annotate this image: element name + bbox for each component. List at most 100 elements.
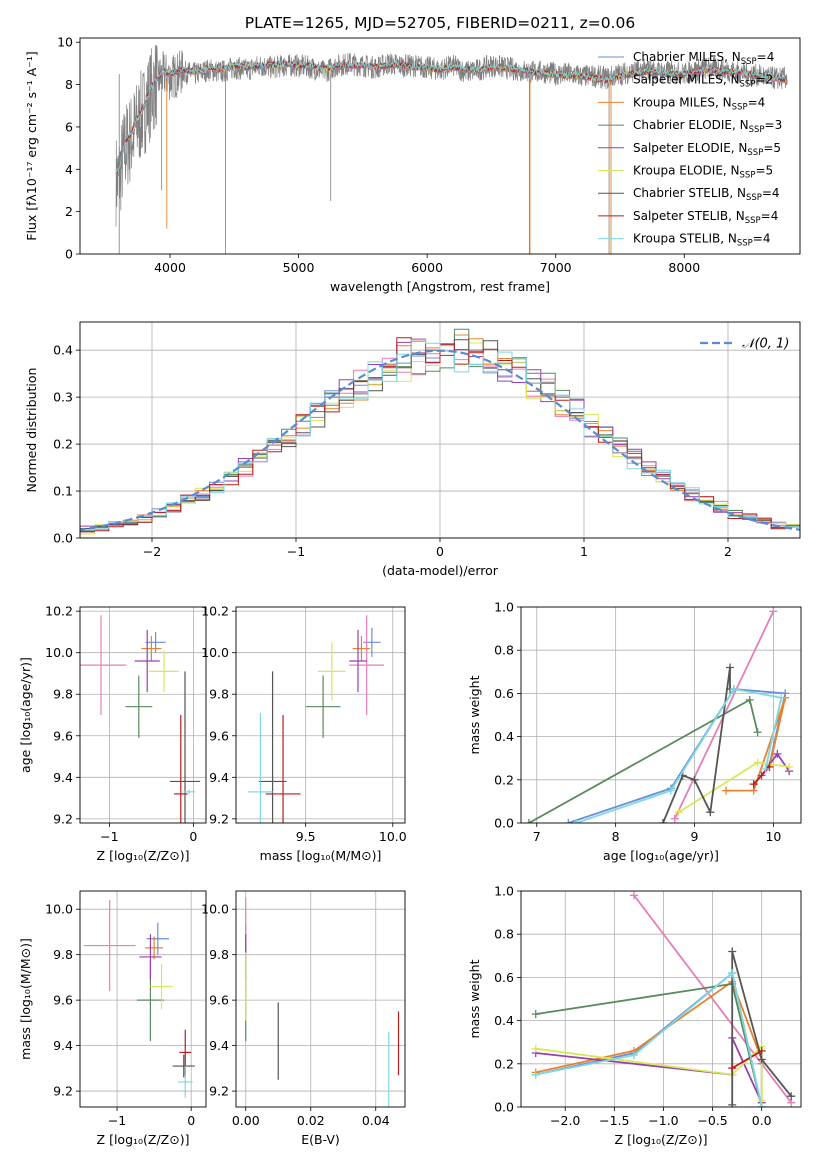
y-tick-label: 0.0 [494, 1100, 514, 1115]
weight-line-6 [535, 1044, 763, 1101]
axes-frame [520, 890, 802, 1108]
axes-mass_vs_Z: −1 0 9.2 9.4 9.6 9.8 10.0 Z [log₁₀(Z/Z⊙)] mass [… [18, 890, 207, 1147]
plot-area [80, 607, 206, 823]
weight-marker [564, 819, 573, 823]
x-tick-label: −1.5 [599, 1113, 629, 1128]
y-tick-label: 10.0 [45, 902, 73, 917]
weight-line-7 [731, 951, 792, 1105]
y-tick-label: 0.3 [53, 390, 73, 405]
errorbar-point-3 [352, 636, 371, 661]
axes-age_vs_mass: 9.5 10.0 9.2 9.4 9.6 9.8 10.0 10.2 mass [log₁₀(M… [201, 604, 407, 863]
x-tick-label: 8 [612, 829, 620, 844]
y-tick-label: 6 [65, 119, 73, 134]
x-tick-label: −1 [100, 829, 118, 844]
model-spectrum-8 [115, 59, 788, 173]
x-tick-label: 0.04 [362, 1113, 390, 1128]
errorbar-point-1 [145, 631, 166, 653]
x-tick-label: 6000 [411, 260, 443, 275]
y-tick-label: 0 [65, 247, 73, 262]
x-tick-label: −2.0 [550, 1113, 580, 1128]
x-tick-label: 9.5 [296, 829, 316, 844]
legend-label: Chabrier MILES, NSSP=4 [633, 50, 774, 67]
weight-marker [777, 693, 786, 702]
legend-label: Kroupa STELIB, NSSP=4 [633, 232, 771, 249]
y-tick-label: 10 [57, 35, 73, 50]
x-tick-label: 10 [765, 829, 781, 844]
errorbar-point-4 [125, 675, 153, 738]
y-tick-label: 0.8 [494, 927, 514, 942]
axes-frame [79, 606, 207, 824]
x-tick-label: 0.0 [752, 1113, 772, 1128]
legend-label: Kroupa ELODIE, NSSP=5 [633, 164, 773, 181]
y-tick-label: 9.6 [53, 728, 73, 743]
y-tick-label: 10.0 [201, 902, 229, 917]
errorbar-point-8 [174, 715, 188, 823]
y-tick-label: 0.0 [53, 531, 73, 546]
errorbar-point-3 [145, 936, 164, 960]
y-tick-label: 0.1 [53, 484, 73, 499]
errorbar-point-6 [317, 642, 346, 701]
axes-frame [79, 890, 207, 1108]
x-tick-label: 9 [691, 829, 699, 844]
y-tick-label: 10.2 [45, 604, 73, 619]
y-tick-label: 10.0 [45, 645, 73, 660]
x-tick-label: 1 [580, 544, 588, 559]
figure-title: PLATE=1265, MJD=52705, FIBERID=0211, z=0… [245, 14, 635, 32]
x-axis-label: Z [log₁₀(Z/Z⊙)] [97, 848, 190, 863]
errorbar-point-4 [305, 675, 341, 738]
axes-mass_vs_ebv: 0.00 0.02 0.04 9.2 9.4 9.6 9.8 10.0 E(B-V) [201, 890, 406, 1147]
axes-frame [235, 890, 406, 1108]
y-axis-label: mass [log₁₀(M/M⊙)] [18, 938, 33, 1060]
weight-marker [629, 1051, 638, 1060]
y-tick-label: 0.6 [494, 970, 514, 985]
model-spectrum-9 [115, 59, 788, 174]
errorbar-point-7 [172, 1054, 195, 1078]
axes-age_vs_Z: −1 0 9.2 9.4 9.6 9.8 10.0 10.2 Z [log₁₀(Z/Z⊙)] ag… [18, 604, 207, 863]
y-tick-label: 0.0 [494, 816, 514, 831]
x-tick-label: 5000 [283, 260, 315, 275]
x-tick-label: −1 [108, 1113, 126, 1128]
legend-label: Salpeter MILES, NSSP=2 [633, 73, 773, 90]
weight-marker [726, 663, 735, 672]
y-tick-label: 9.2 [209, 1084, 229, 1099]
y-tick-label: 9.8 [209, 947, 229, 962]
axes-frame [235, 606, 406, 824]
y-axis-label: mass weight [467, 959, 482, 1038]
plot-area [236, 607, 405, 823]
errorbar-point-5 [139, 934, 162, 980]
y-tick-label: 0.4 [494, 729, 514, 744]
weight-marker [658, 819, 667, 823]
plot-area [115, 44, 788, 254]
weight-marker [531, 1070, 540, 1079]
y-tick-label: 0.8 [494, 643, 514, 658]
x-axis-label: wavelength [Angstrom, rest frame] [330, 279, 550, 294]
y-tick-label: 9.8 [53, 687, 73, 702]
weight-marker [757, 1103, 766, 1107]
errorbar-point-7 [169, 671, 201, 823]
x-axis-label: E(B-V) [301, 1132, 340, 1147]
axes-spectrum: 4000 5000 6000 7000 8000 0 2 4 6 8 10 wavelength [A… [24, 35, 801, 294]
y-tick-label: 0.2 [494, 1056, 514, 1071]
x-tick-label: 0 [189, 829, 197, 844]
errorbar-point-9 [183, 789, 196, 794]
x-tick-label: 0 [187, 1113, 195, 1128]
weight-line-7 [662, 667, 731, 823]
y-tick-label: 9.8 [209, 687, 229, 702]
y-tick-label: 1.0 [494, 884, 514, 899]
weight-marker [757, 1046, 766, 1055]
legend-label: Kroupa MILES, NSSP=4 [633, 95, 765, 112]
y-tick-label: 9.2 [53, 811, 73, 826]
y-tick-label: 9.8 [53, 947, 73, 962]
spectrum-legend: Chabrier MILES, NSSP=4 Salpeter MILES, NS… [598, 50, 782, 249]
y-tick-label: 2 [65, 204, 73, 219]
errorbar-point-9 [177, 1066, 193, 1098]
y-tick-label: 9.6 [209, 728, 229, 743]
axes-mass_weight_vs_age: 7 8 9 10 0.0 0.2 0.4 0.6 0.8 1.0 age [log₁₀(age/yr… [467, 600, 802, 863]
axes-frame [520, 606, 802, 824]
weight-line-4 [535, 982, 763, 1107]
x-axis-label: Z [log₁₀(Z/Z⊙)] [615, 1132, 708, 1147]
weight-marker [787, 1092, 796, 1101]
weight-line-9 [575, 688, 783, 823]
y-tick-label: 9.6 [53, 993, 73, 1008]
weight-marker [722, 786, 731, 795]
